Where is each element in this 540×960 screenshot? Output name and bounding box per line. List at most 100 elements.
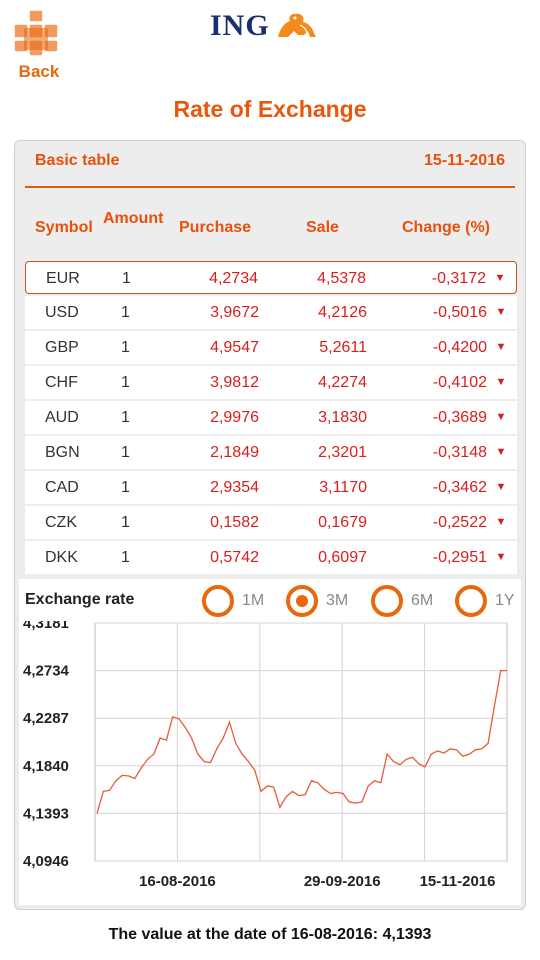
down-triangle-icon: ▼ xyxy=(495,481,507,493)
table-caption: Basic table xyxy=(35,152,120,169)
column-header-sale: Sale xyxy=(306,219,339,236)
table-row[interactable]: BGN 1 2,1849 2,3201 -0,3148 ▼ xyxy=(25,436,517,469)
currency-amount: 1 xyxy=(121,374,130,391)
table-row[interactable]: USD 1 3,9672 4,2126 -0,5016 ▼ xyxy=(25,296,517,329)
currency-symbol: CHF xyxy=(45,374,78,391)
exchange-rate-chart-section: Exchange rate 1M 3M 6M 1Y 4,3181 4,2734 4,228… xyxy=(19,579,521,905)
table-row[interactable]: CAD 1 2,9354 3,1170 -0,3462 ▼ xyxy=(25,471,517,504)
period-label: 1M xyxy=(242,592,265,609)
table-row[interactable]: GBP 1 4,9547 5,2611 -0,4200 ▼ xyxy=(25,331,517,364)
change-percent: -0,3148 xyxy=(432,444,487,461)
x-tick-label: 16-08-2016 xyxy=(139,873,216,890)
down-triangle-icon: ▼ xyxy=(495,306,507,318)
table-row[interactable]: CHF 1 3,9812 4,2274 -0,4102 ▼ xyxy=(25,366,517,399)
currency-symbol: CZK xyxy=(45,514,77,531)
column-header-amount: Amount xyxy=(103,210,164,227)
period-label: 1Y xyxy=(495,592,515,609)
table-row[interactable]: AUD 1 2,9976 3,1830 -0,3689 ▼ xyxy=(25,401,517,434)
purchase-rate: 3,9672 xyxy=(210,304,259,321)
currency-amount: 1 xyxy=(121,409,130,426)
currency-amount: 1 xyxy=(122,270,131,287)
y-tick-label: 4,3181 xyxy=(23,621,69,632)
y-tick-label: 4,2287 xyxy=(23,710,69,727)
currency-symbol: CAD xyxy=(45,479,79,496)
value-at-date-note: The value at the date of 16-08-2016: 4,1… xyxy=(108,926,432,943)
currency-amount: 1 xyxy=(121,514,130,531)
purchase-rate: 0,5742 xyxy=(210,549,259,566)
sale-rate: 0,1679 xyxy=(318,514,367,531)
purchase-rate: 0,1582 xyxy=(210,514,259,531)
purchase-rate: 2,9976 xyxy=(210,409,259,426)
table-row[interactable]: DKK 1 0,5742 0,6097 -0,2951 ▼ xyxy=(25,541,517,574)
sale-rate: 3,1830 xyxy=(318,409,367,426)
change-percent: -0,4102 xyxy=(432,374,487,391)
change-percent: -0,4200 xyxy=(432,339,487,356)
ing-logo-text: ING xyxy=(210,9,270,42)
down-triangle-icon: ▼ xyxy=(495,341,507,353)
down-triangle-icon: ▼ xyxy=(495,411,507,423)
lion-icon xyxy=(277,13,316,38)
ing-logo: ING xyxy=(210,8,318,44)
page-title: Rate of Exchange xyxy=(173,96,367,122)
radio-selected-dot xyxy=(296,595,308,607)
chart-title: Exchange rate xyxy=(25,591,135,608)
plot-area xyxy=(94,622,508,862)
sale-rate: 5,2611 xyxy=(319,339,367,356)
x-tick-label: 15-11-2016 xyxy=(420,873,496,890)
down-triangle-icon: ▼ xyxy=(495,446,507,458)
caption-divider xyxy=(25,186,515,188)
down-triangle-icon: ▼ xyxy=(495,376,507,388)
currency-amount: 1 xyxy=(121,444,130,461)
back-icon xyxy=(13,9,59,57)
radio-icon xyxy=(286,585,318,617)
radio-icon xyxy=(371,585,403,617)
sale-rate: 2,3201 xyxy=(318,444,367,461)
radio-icon xyxy=(455,585,487,617)
y-tick-label: 4,2734 xyxy=(23,663,70,680)
exchange-rate-chart: 4,3181 4,2734 4,2287 4,1840 4,1393 4,0946 16-0… xyxy=(23,621,508,890)
y-tick-label: 4,1840 xyxy=(23,758,69,775)
table-row[interactable]: EUR 1 4,2734 4,5378 -0,3172 ▼ xyxy=(25,261,517,294)
change-percent: -0,3172 xyxy=(431,270,486,287)
period-label: 3M xyxy=(326,592,349,609)
purchase-rate: 2,9354 xyxy=(210,479,259,496)
column-header-change: Change (%) xyxy=(402,219,490,236)
exchange-panel: Basic table 15-11-2016 Symbol Amount Pur… xyxy=(14,140,526,910)
change-percent: -0,2951 xyxy=(432,549,487,566)
change-percent: -0,2522 xyxy=(432,514,487,531)
sale-rate: 4,2126 xyxy=(318,304,367,321)
purchase-rate: 4,2734 xyxy=(209,270,258,287)
currency-symbol: USD xyxy=(45,304,79,321)
change-percent: -0,5016 xyxy=(432,304,487,321)
series-line xyxy=(96,669,507,814)
table-row[interactable]: CZK 1 0,1582 0,1679 -0,2522 ▼ xyxy=(25,506,517,539)
change-percent: -0,3689 xyxy=(432,409,487,426)
back-button[interactable]: Back xyxy=(10,8,68,82)
y-tick-label: 4,1393 xyxy=(23,805,69,822)
down-triangle-icon: ▼ xyxy=(495,516,507,528)
purchase-rate: 3,9812 xyxy=(210,374,259,391)
sale-rate: 4,2274 xyxy=(318,374,367,391)
rates-table: EUR 1 4,2734 4,5378 -0,3172 ▼ USD 1 3,9672 4,2126… xyxy=(25,261,517,576)
down-triangle-icon: ▼ xyxy=(494,272,506,284)
period-label: 6M xyxy=(411,592,434,609)
sale-rate: 4,5378 xyxy=(317,270,366,287)
currency-amount: 1 xyxy=(121,479,130,496)
table-date: 15-11-2016 xyxy=(424,152,505,169)
down-triangle-icon: ▼ xyxy=(495,551,507,563)
sale-rate: 3,1170 xyxy=(319,479,367,496)
y-tick-label: 4,0946 xyxy=(23,853,69,870)
currency-symbol: AUD xyxy=(45,409,79,426)
column-header-symbol: Symbol xyxy=(35,219,93,236)
sale-rate: 0,6097 xyxy=(318,549,367,566)
currency-amount: 1 xyxy=(121,549,130,566)
change-percent: -0,3462 xyxy=(432,479,487,496)
currency-amount: 1 xyxy=(121,304,130,321)
currency-symbol: EUR xyxy=(46,270,80,287)
purchase-rate: 2,1849 xyxy=(210,444,259,461)
x-tick-label: 29-09-2016 xyxy=(304,873,381,890)
currency-amount: 1 xyxy=(121,339,130,356)
currency-symbol: GBP xyxy=(45,339,79,356)
currency-symbol: DKK xyxy=(45,549,78,566)
column-header-purchase: Purchase xyxy=(179,219,252,236)
